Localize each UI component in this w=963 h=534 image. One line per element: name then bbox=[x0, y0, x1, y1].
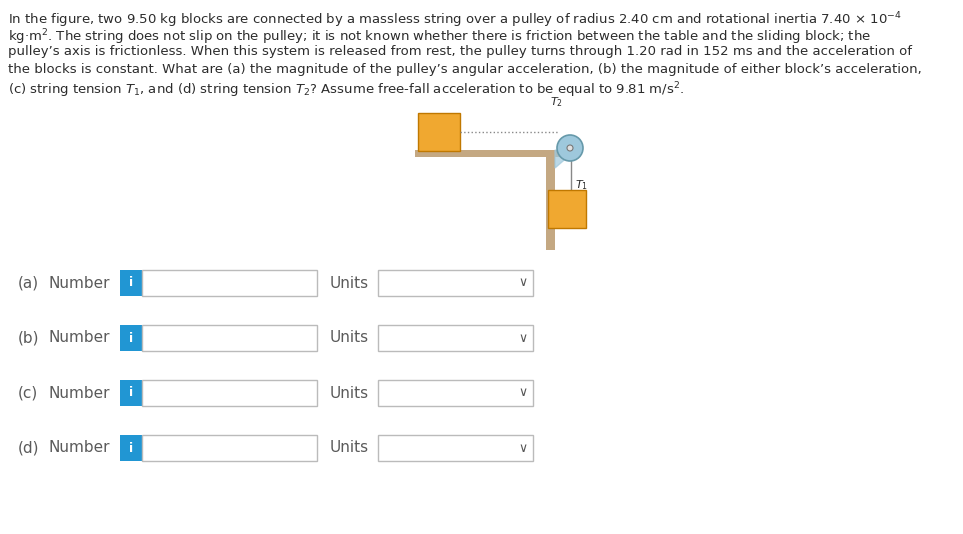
FancyBboxPatch shape bbox=[142, 380, 317, 406]
Text: Number: Number bbox=[48, 276, 110, 290]
Text: i: i bbox=[129, 442, 133, 454]
Text: $T_2$: $T_2$ bbox=[550, 95, 563, 109]
FancyBboxPatch shape bbox=[142, 270, 317, 296]
Text: In the figure, two 9.50 kg blocks are connected by a massless string over a pull: In the figure, two 9.50 kg blocks are co… bbox=[8, 10, 901, 29]
Text: pulley’s axis is frictionless. When this system is released from rest, the pulle: pulley’s axis is frictionless. When this… bbox=[8, 45, 912, 58]
Text: (d): (d) bbox=[18, 441, 39, 456]
Text: kg·m$^2$. The string does not slip on the pulley; it is not known whether there : kg·m$^2$. The string does not slip on th… bbox=[8, 27, 872, 47]
FancyBboxPatch shape bbox=[378, 325, 533, 351]
FancyBboxPatch shape bbox=[120, 380, 142, 406]
Text: the blocks is constant. What are (a) the magnitude of the pulley’s angular accel: the blocks is constant. What are (a) the… bbox=[8, 62, 922, 75]
FancyBboxPatch shape bbox=[120, 270, 142, 296]
FancyBboxPatch shape bbox=[378, 270, 533, 296]
FancyBboxPatch shape bbox=[546, 157, 555, 250]
Text: (b): (b) bbox=[18, 331, 39, 345]
Text: ∨: ∨ bbox=[518, 277, 528, 289]
Text: $T_1$: $T_1$ bbox=[575, 178, 588, 192]
Text: (c) string tension $T_1$, and (d) string tension $T_2$? Assume free-fall acceler: (c) string tension $T_1$, and (d) string… bbox=[8, 80, 685, 100]
FancyBboxPatch shape bbox=[415, 150, 578, 157]
Text: Number: Number bbox=[48, 386, 110, 400]
Text: (c): (c) bbox=[18, 386, 39, 400]
FancyBboxPatch shape bbox=[142, 435, 317, 461]
Text: Units: Units bbox=[330, 331, 369, 345]
Circle shape bbox=[557, 135, 583, 161]
FancyBboxPatch shape bbox=[120, 325, 142, 351]
Text: i: i bbox=[129, 332, 133, 344]
Text: i: i bbox=[129, 277, 133, 289]
Circle shape bbox=[567, 145, 573, 151]
Text: ∨: ∨ bbox=[518, 387, 528, 399]
Text: (a): (a) bbox=[18, 276, 39, 290]
Polygon shape bbox=[555, 150, 570, 168]
FancyBboxPatch shape bbox=[120, 435, 142, 461]
Text: Number: Number bbox=[48, 331, 110, 345]
Text: Units: Units bbox=[330, 276, 369, 290]
FancyBboxPatch shape bbox=[548, 190, 586, 228]
Text: ∨: ∨ bbox=[518, 332, 528, 344]
Text: i: i bbox=[129, 387, 133, 399]
FancyBboxPatch shape bbox=[418, 113, 460, 151]
FancyBboxPatch shape bbox=[378, 435, 533, 461]
FancyBboxPatch shape bbox=[142, 325, 317, 351]
Text: Number: Number bbox=[48, 441, 110, 456]
FancyBboxPatch shape bbox=[378, 380, 533, 406]
Text: Units: Units bbox=[330, 441, 369, 456]
Text: ∨: ∨ bbox=[518, 442, 528, 454]
Text: Units: Units bbox=[330, 386, 369, 400]
